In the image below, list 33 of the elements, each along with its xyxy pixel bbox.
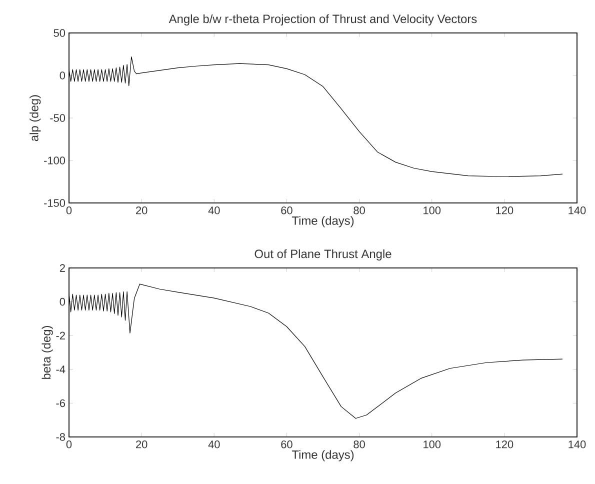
x-tick-label: 60	[281, 440, 292, 448]
x-tick-label: 20	[136, 206, 148, 214]
x-tick-label: 100	[424, 440, 441, 448]
x-axis-title: Time (days)	[292, 450, 354, 462]
y-tick-label: 50	[54, 29, 66, 37]
y-tick-label: -50	[50, 114, 66, 122]
x-tick-label: 140	[568, 206, 586, 214]
chart-title: Angle b/w r-theta Projection of Thrust and Velocity Vectors	[168, 14, 477, 26]
x-tick-label: 60	[281, 206, 292, 214]
x-tick-label: 20	[136, 440, 148, 448]
y-axis-title: beta (deg)	[42, 326, 53, 379]
x-tick-label: 0	[66, 440, 72, 448]
x-tick-label: 100	[424, 206, 441, 214]
x-tick-label: 120	[496, 206, 514, 214]
y-tick-label: 0	[60, 298, 66, 306]
y-tick-label: 0	[60, 72, 66, 80]
y-tick-label: -8	[56, 433, 66, 441]
x-tick-label: 40	[208, 440, 220, 448]
chart-title: Out of Plane Thrust Angle	[254, 249, 392, 260]
x-tick-label: 120	[496, 440, 514, 448]
y-tick-label: -6	[56, 399, 66, 408]
y-tick-label: -100	[44, 156, 66, 164]
x-tick-label: 80	[354, 440, 365, 448]
y-tick-label: -2	[56, 332, 65, 340]
y-tick-label: -150	[44, 199, 66, 207]
x-tick-label: 80	[354, 206, 365, 214]
x-tick-label: 0	[66, 206, 72, 214]
x-tick-label: 140	[568, 440, 586, 448]
x-tick-label: 40	[208, 206, 220, 214]
y-tick-label: 2	[60, 264, 65, 272]
y-tick-label: -4	[56, 366, 66, 374]
x-axis-title: Time (days)	[292, 216, 354, 228]
y-axis-title: alp (deg)	[30, 95, 41, 142]
